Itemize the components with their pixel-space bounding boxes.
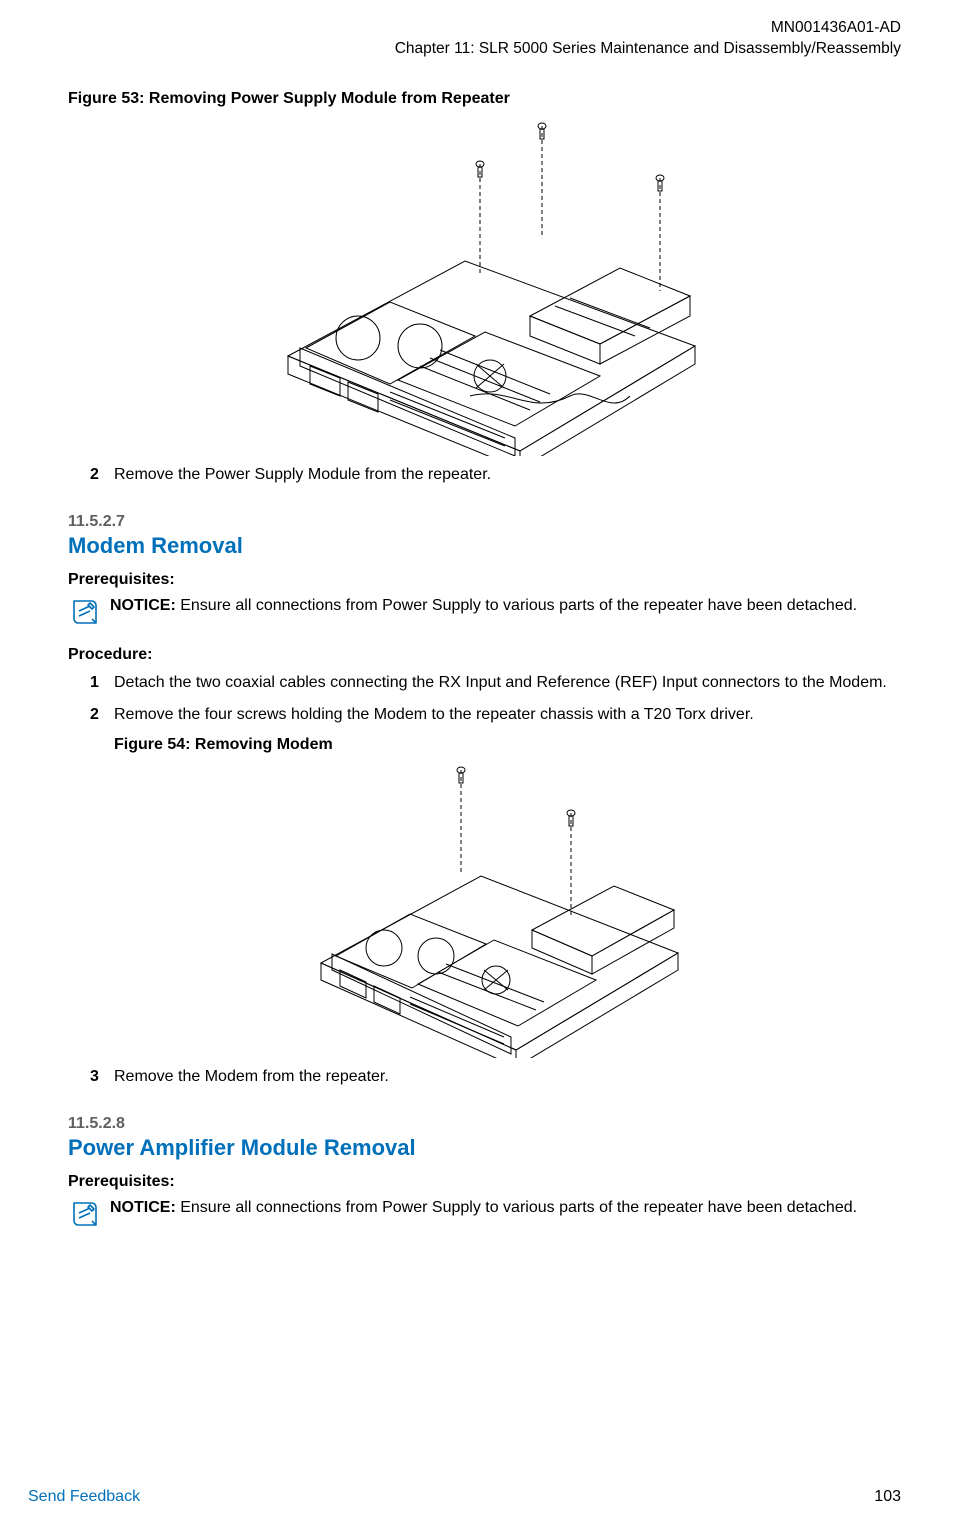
notice-lead: NOTICE:	[110, 1199, 176, 1216]
notice-icon	[70, 597, 100, 632]
prereq-label-2: Prerequisites:	[68, 1173, 901, 1191]
figure-54-svg	[306, 758, 686, 1058]
figure-53-svg	[270, 116, 700, 456]
doc-id: MN001436A01-AD	[68, 18, 901, 39]
chapter-line: Chapter 11: SLR 5000 Series Maintenance …	[68, 39, 901, 60]
figure-53	[68, 116, 901, 456]
page-header: MN001436A01-AD Chapter 11: SLR 5000 Seri…	[68, 18, 901, 60]
step-text: Remove the Modem from the repeater.	[114, 1066, 901, 1088]
notice-2: NOTICE: Ensure all connections from Powe…	[70, 1197, 901, 1234]
notice-text-1: NOTICE: Ensure all connections from Powe…	[110, 595, 857, 617]
notice-icon	[70, 1199, 100, 1234]
notice-body: Ensure all connections from Power Supply…	[176, 597, 857, 614]
section-2-num: 11.5.2.8	[68, 1115, 901, 1133]
step-text: Remove the four screws holding the Modem…	[114, 704, 901, 726]
section1-steps: 1 Detach the two coaxial cables connecti…	[90, 672, 901, 1087]
page-footer: Send Feedback 103	[28, 1488, 901, 1506]
section-1-num: 11.5.2.7	[68, 513, 901, 531]
step-num: 3	[90, 1066, 114, 1088]
figure-53-caption: Figure 53: Removing Power Supply Module …	[68, 90, 901, 108]
section1-step-2: 2 Remove the four screws holding the Mod…	[90, 704, 901, 726]
step-2-pre: 2 Remove the Power Supply Module from th…	[90, 464, 901, 486]
step-num: 1	[90, 672, 114, 694]
notice-icon-svg	[70, 1199, 100, 1229]
proc-label-1: Procedure:	[68, 646, 901, 664]
figure-54	[90, 758, 901, 1058]
step-list-pre: 2 Remove the Power Supply Module from th…	[90, 464, 901, 486]
send-feedback-link[interactable]: Send Feedback	[28, 1488, 140, 1506]
section-2-title: Power Amplifier Module Removal	[68, 1135, 901, 1161]
notice-1: NOTICE: Ensure all connections from Powe…	[70, 595, 901, 632]
page: MN001436A01-AD Chapter 11: SLR 5000 Seri…	[0, 0, 961, 1528]
step-num: 2	[90, 464, 114, 486]
step-text: Remove the Power Supply Module from the …	[114, 464, 901, 486]
notice-text-2: NOTICE: Ensure all connections from Powe…	[110, 1197, 857, 1219]
notice-icon-svg	[70, 597, 100, 627]
page-number: 103	[874, 1488, 901, 1506]
figure-54-caption: Figure 54: Removing Modem	[114, 736, 901, 754]
step-text: Detach the two coaxial cables connecting…	[114, 672, 901, 694]
section1-step-1: 1 Detach the two coaxial cables connecti…	[90, 672, 901, 694]
notice-body: Ensure all connections from Power Supply…	[176, 1199, 857, 1216]
notice-lead: NOTICE:	[110, 597, 176, 614]
step-num: 2	[90, 704, 114, 726]
section1-step-3: 3 Remove the Modem from the repeater.	[90, 1066, 901, 1088]
section-1-title: Modem Removal	[68, 533, 901, 559]
prereq-label-1: Prerequisites:	[68, 571, 901, 589]
